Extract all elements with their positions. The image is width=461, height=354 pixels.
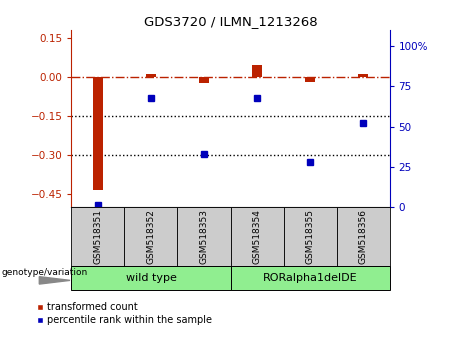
- Text: RORalpha1delDE: RORalpha1delDE: [263, 273, 357, 283]
- Text: wild type: wild type: [125, 273, 177, 283]
- Polygon shape: [39, 277, 70, 284]
- Text: GSM518354: GSM518354: [253, 209, 261, 264]
- Bar: [305, 77, 315, 82]
- Bar: [124, 207, 177, 266]
- Bar: [71, 207, 124, 266]
- Bar: [93, 77, 103, 190]
- Text: GSM518356: GSM518356: [359, 209, 367, 264]
- Text: GSM518352: GSM518352: [147, 209, 155, 264]
- Bar: [358, 74, 368, 77]
- Bar: [71, 266, 230, 290]
- Text: GSM518353: GSM518353: [200, 209, 208, 264]
- Title: GDS3720 / ILMN_1213268: GDS3720 / ILMN_1213268: [144, 15, 317, 28]
- Bar: [252, 65, 262, 77]
- Bar: [177, 207, 230, 266]
- Bar: [199, 77, 209, 84]
- Text: GSM518351: GSM518351: [94, 209, 102, 264]
- Bar: [284, 207, 337, 266]
- Bar: [337, 207, 390, 266]
- Bar: [230, 207, 284, 266]
- Legend: transformed count, percentile rank within the sample: transformed count, percentile rank withi…: [36, 302, 212, 325]
- Text: GSM518355: GSM518355: [306, 209, 314, 264]
- Text: genotype/variation: genotype/variation: [1, 268, 88, 277]
- Bar: [146, 74, 156, 77]
- Bar: [230, 266, 390, 290]
